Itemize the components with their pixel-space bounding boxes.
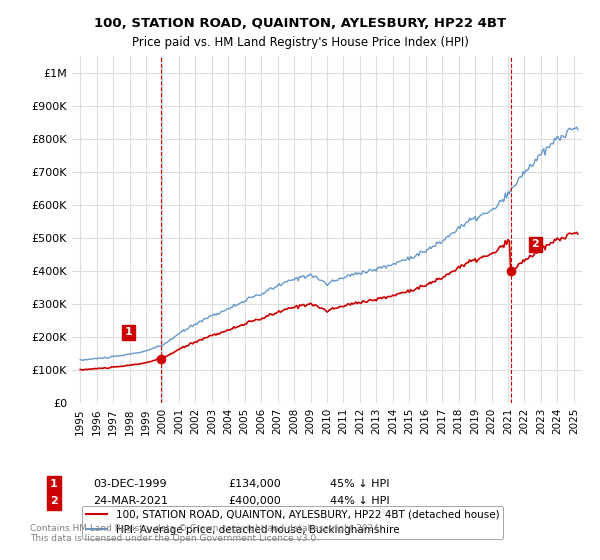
Text: 44% ↓ HPI: 44% ↓ HPI	[330, 496, 389, 506]
Text: Contains HM Land Registry data © Crown copyright and database right 2024.
This d: Contains HM Land Registry data © Crown c…	[30, 524, 382, 543]
Text: Price paid vs. HM Land Registry's House Price Index (HPI): Price paid vs. HM Land Registry's House …	[131, 36, 469, 49]
Text: £400,000: £400,000	[228, 496, 281, 506]
Text: 24-MAR-2021: 24-MAR-2021	[93, 496, 168, 506]
Legend: 100, STATION ROAD, QUAINTON, AYLESBURY, HP22 4BT (detached house), HPI: Average : 100, STATION ROAD, QUAINTON, AYLESBURY, …	[82, 506, 503, 539]
Text: 45% ↓ HPI: 45% ↓ HPI	[330, 479, 389, 489]
Text: £134,000: £134,000	[228, 479, 281, 489]
Text: 1: 1	[124, 328, 132, 338]
Text: 2: 2	[532, 240, 539, 250]
Text: 03-DEC-1999: 03-DEC-1999	[93, 479, 167, 489]
Text: 100, STATION ROAD, QUAINTON, AYLESBURY, HP22 4BT: 100, STATION ROAD, QUAINTON, AYLESBURY, …	[94, 17, 506, 30]
Text: 1: 1	[50, 479, 58, 489]
Text: 2: 2	[50, 496, 58, 506]
